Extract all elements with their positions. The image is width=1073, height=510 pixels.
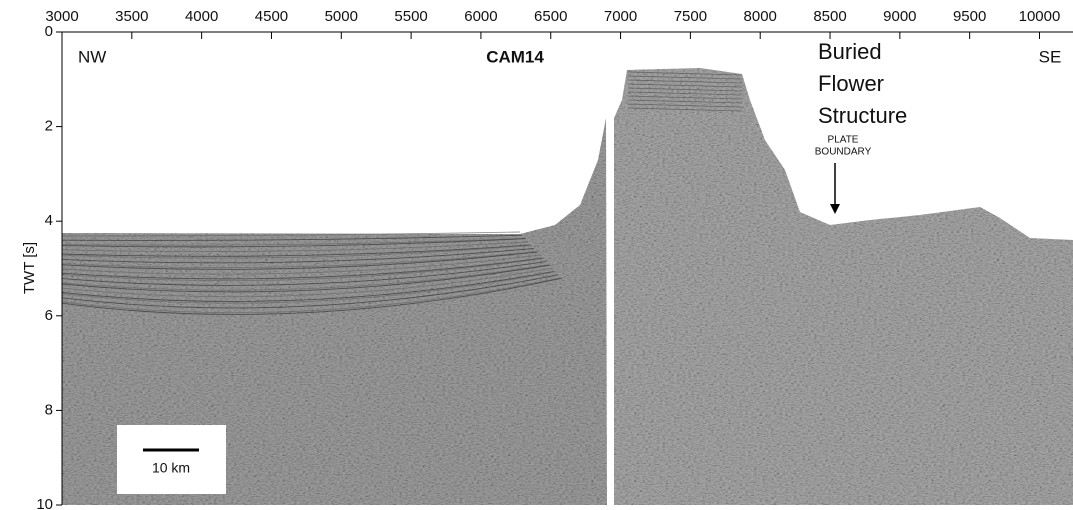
left-label: NW bbox=[78, 47, 106, 66]
right-label: SE bbox=[1039, 47, 1062, 66]
y-tick-label: 4 bbox=[45, 212, 53, 229]
boundary-label-line: BOUNDARY bbox=[815, 147, 872, 158]
x-tick-label: 3500 bbox=[115, 8, 148, 25]
x-tick-label: 7500 bbox=[674, 8, 707, 25]
y-tick-label: 10 bbox=[36, 496, 53, 510]
x-tick-label: 9000 bbox=[883, 8, 916, 25]
x-tick-label: 10000 bbox=[1019, 8, 1061, 25]
x-tick-label: 7000 bbox=[604, 8, 637, 25]
feature-label-line: Structure bbox=[818, 103, 907, 128]
seismic-fill bbox=[614, 68, 1073, 505]
profile-title: CAM14 bbox=[486, 47, 544, 66]
feature-label: Buried Flower Structure bbox=[818, 39, 907, 128]
feature-label-line: Flower bbox=[818, 71, 884, 96]
feature-label-line: Buried bbox=[818, 39, 882, 64]
x-tick-label: 9500 bbox=[953, 8, 986, 25]
x-tick-label: 6000 bbox=[464, 8, 497, 25]
y-tick-label: 8 bbox=[45, 401, 53, 418]
x-tick-label: 6500 bbox=[534, 8, 567, 25]
x-tick-label: 8500 bbox=[813, 8, 846, 25]
y-axis-label: TWT [s] bbox=[21, 242, 38, 294]
x-tick-label: 4500 bbox=[255, 8, 288, 25]
data-gap bbox=[607, 110, 614, 505]
boundary-label: PLATE BOUNDARY bbox=[815, 135, 872, 158]
y-tick-label: 6 bbox=[45, 307, 53, 324]
chart: TWT [s] NW CAM14 SE Buried Flower Struct… bbox=[0, 0, 1073, 510]
x-tick-label: 5500 bbox=[394, 8, 427, 25]
y-tick-label: 0 bbox=[45, 23, 53, 40]
y-tick-label: 2 bbox=[45, 118, 53, 135]
x-tick-label: 8000 bbox=[744, 8, 777, 25]
x-tick-label: 4000 bbox=[185, 8, 218, 25]
scale-label: 10 km bbox=[152, 460, 190, 476]
boundary-label-line: PLATE bbox=[828, 135, 859, 146]
x-tick-label: 5000 bbox=[325, 8, 358, 25]
arrow-head bbox=[830, 204, 840, 214]
